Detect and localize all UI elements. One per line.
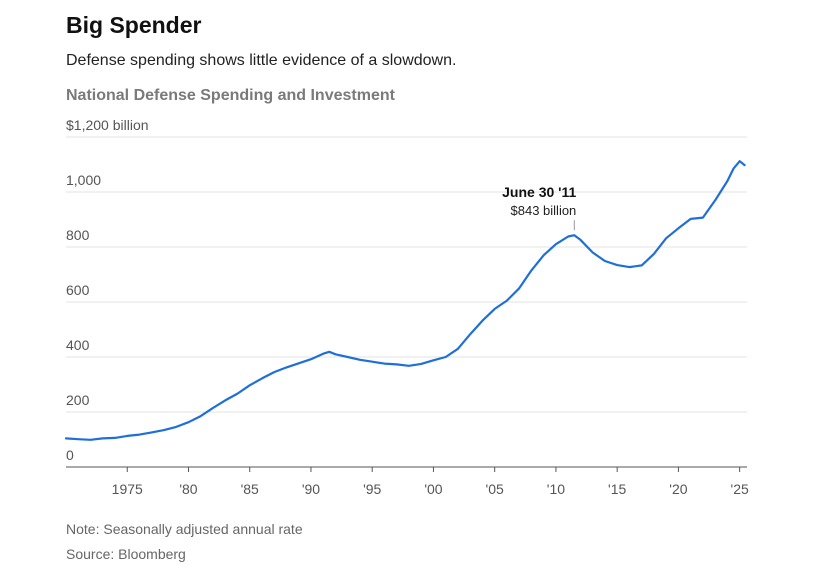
chart-source: Source: Bloomberg xyxy=(66,546,186,562)
chart-title: National Defense Spending and Investment xyxy=(66,87,395,104)
annotation-value: $843 billion xyxy=(511,203,577,218)
chart-note: Note: Seasonally adjusted annual rate xyxy=(66,521,303,537)
peak-annotation: June 30 '11 $843 billion xyxy=(502,184,577,231)
x-tick-label: '90 xyxy=(302,481,320,497)
chart-grid xyxy=(66,136,747,413)
x-tick-label: 1975 xyxy=(112,481,143,497)
y-tick-label: 400 xyxy=(66,337,90,353)
x-tick-label: '00 xyxy=(424,481,442,497)
x-tick-label: '25 xyxy=(731,481,749,497)
y-tick-label: 600 xyxy=(66,282,90,298)
chart-series xyxy=(64,160,746,441)
x-tick-label: '15 xyxy=(608,481,626,497)
y-axis-ticks: 0 200 400 600 800 1,000 $1,200 billion xyxy=(66,117,149,463)
page-subtitle: Defense spending shows little evidence o… xyxy=(66,52,457,69)
y-tick-label: 0 xyxy=(66,447,74,463)
x-tick-label: '05 xyxy=(486,481,504,497)
page-title: Big Spender xyxy=(66,12,202,38)
x-tick-label: '85 xyxy=(241,481,259,497)
y-tick-label: 1,000 xyxy=(66,172,101,188)
y-tick-label: 200 xyxy=(66,392,90,408)
y-tick-label: $1,200 billion xyxy=(66,117,149,133)
y-tick-label: 800 xyxy=(66,227,90,243)
x-tick-label: '95 xyxy=(363,481,381,497)
x-tick-label: '80 xyxy=(179,481,197,497)
x-tick-label: '20 xyxy=(669,481,687,497)
x-axis: 1975 '80 '85 '90 '95 '00 '05 '10 '15 '20 '25 xyxy=(66,466,749,497)
annotation-title: June 30 '11 xyxy=(502,184,576,200)
x-tick-label: '10 xyxy=(547,481,565,497)
series-line xyxy=(64,160,746,441)
